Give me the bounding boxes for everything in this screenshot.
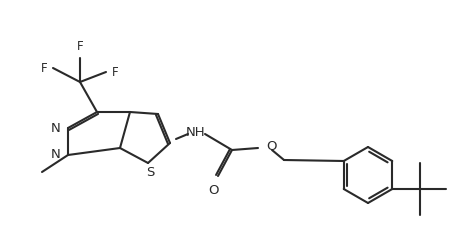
Text: S: S	[146, 165, 154, 178]
Text: O: O	[266, 139, 276, 153]
Text: N: N	[50, 149, 60, 162]
Text: F: F	[40, 61, 47, 74]
Text: F: F	[77, 40, 83, 53]
Text: F: F	[112, 65, 118, 79]
Text: O: O	[209, 184, 219, 197]
Text: N: N	[50, 122, 60, 134]
Text: NH: NH	[186, 125, 206, 139]
